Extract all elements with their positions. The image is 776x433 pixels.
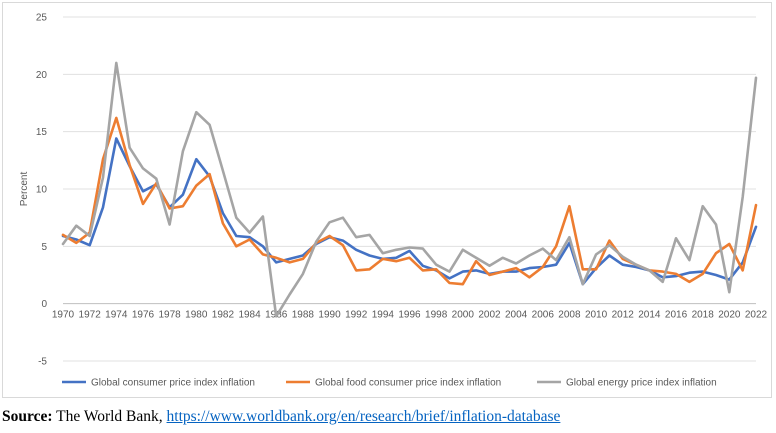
x-tick-label: 1988 (292, 310, 315, 321)
legend-label-3: Global energy price index inflation (566, 378, 717, 389)
x-tick-label: 1976 (132, 310, 155, 321)
series-line-1 (61, 137, 758, 286)
chart-frame (2, 2, 772, 398)
x-tick-label: 2010 (585, 310, 608, 321)
x-tick-label: 1998 (425, 310, 448, 321)
legend-label-1: Global consumer price index inflation (91, 378, 255, 389)
y-tick-label: 25 (36, 13, 48, 24)
x-tick-label: 2020 (718, 310, 741, 321)
x-tick-label: 2018 (692, 310, 715, 321)
x-tick-label: 1970 (52, 310, 75, 321)
y-tick-label: 5 (41, 242, 47, 253)
series-line-2 (61, 116, 758, 286)
legend-label-2: Global food consumer price index inflati… (315, 378, 501, 389)
x-tick-label: 1974 (105, 310, 128, 321)
x-tick-label: 2006 (532, 310, 555, 321)
source-text: The World Bank, (56, 408, 163, 425)
y-tick-label: -5 (38, 357, 47, 368)
x-tick-label: 1996 (398, 310, 421, 321)
x-tick-label: 2000 (452, 310, 475, 321)
x-tick-label: 2004 (505, 310, 528, 321)
source-link[interactable]: https://www.worldbank.org/en/research/br… (166, 408, 561, 425)
x-tick-label: 1990 (318, 310, 341, 321)
x-tick-label: 1992 (345, 310, 368, 321)
y-tick-label: 10 (36, 185, 48, 196)
x-tick-label: 2008 (558, 310, 581, 321)
x-tick-label: 2002 (478, 310, 501, 321)
y-tick-label: 15 (36, 127, 48, 138)
x-tick-label: 1980 (185, 310, 208, 321)
source-label: Source: (2, 408, 53, 425)
x-tick-label: 1994 (372, 310, 395, 321)
y-tick-label: 0 (41, 299, 47, 310)
series-line-3 (61, 61, 758, 318)
x-tick-label: 2014 (638, 310, 661, 321)
x-tick-label: 1978 (158, 310, 181, 321)
x-tick-label: 2022 (745, 310, 768, 321)
source-note: Source: The World Bank, https://www.worl… (2, 408, 560, 426)
x-tick-label: 1972 (79, 310, 102, 321)
x-tick-label: 1984 (238, 310, 261, 321)
y-tick-label: 20 (36, 70, 48, 81)
x-tick-label: 1982 (212, 310, 235, 321)
x-tick-label: 2012 (612, 310, 635, 321)
x-tick-label: 2016 (665, 310, 688, 321)
y-axis-label: Percent (19, 172, 30, 207)
